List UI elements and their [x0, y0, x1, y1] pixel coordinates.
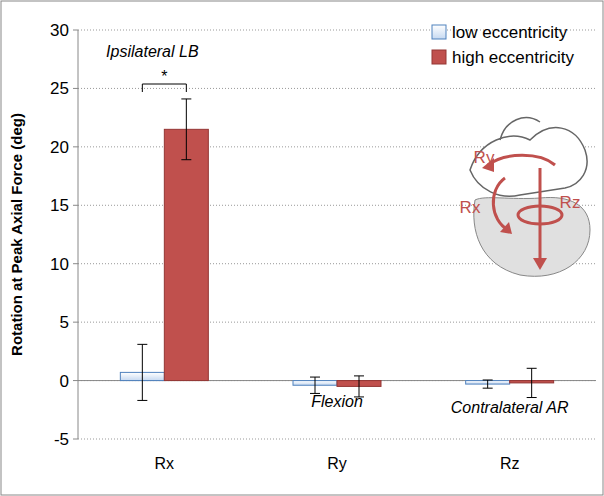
tick-label: 25	[50, 79, 69, 98]
diagram-label: Rz	[560, 193, 581, 212]
tick-label: 0	[60, 372, 69, 391]
legend-swatch	[432, 50, 446, 64]
tick-label: 5	[60, 313, 69, 332]
grid-line	[78, 322, 596, 323]
tick-label: 15	[50, 196, 69, 215]
annotation: Ipsilateral LB	[106, 43, 199, 60]
annotation: Flexion	[311, 393, 363, 410]
y-axis-title: Rotation at Peak Axial Force (deg)	[8, 113, 25, 356]
annotation: Contralateral AR	[451, 399, 569, 416]
significance-label: *	[161, 68, 167, 85]
significance-bracket	[142, 84, 186, 92]
tick	[73, 30, 78, 31]
grid-line	[78, 439, 596, 440]
chart: -5 0 5 10 15 20 25 30 Rotation at Peak Axial For…	[0, 0, 604, 496]
tick-label: 20	[50, 138, 69, 157]
error-bar	[527, 368, 537, 397]
category-label: Ry	[327, 455, 347, 472]
bar	[164, 129, 208, 380]
error-bar	[483, 380, 493, 388]
tick	[73, 205, 78, 206]
tick	[73, 263, 78, 264]
tick	[73, 380, 78, 381]
error-bar	[137, 344, 147, 400]
tick	[73, 146, 78, 147]
tick	[73, 322, 78, 323]
category-label: Rx	[155, 455, 175, 472]
tick	[73, 439, 78, 440]
spine-diagram	[470, 118, 590, 277]
category-label: Rz	[500, 455, 520, 472]
grid-line	[78, 88, 596, 89]
error-bar	[181, 99, 191, 160]
legend-label: high eccentricity	[452, 48, 574, 67]
tick-label: 30	[50, 21, 69, 40]
legend-label: low eccentricity	[452, 23, 568, 42]
tick-label: -5	[54, 430, 69, 449]
frame	[1, 1, 603, 495]
diagram-label: Ry	[474, 148, 495, 167]
legend-swatch	[432, 25, 446, 39]
tick	[73, 88, 78, 89]
y-axis	[78, 30, 79, 439]
diagram-label: Rx	[460, 198, 481, 217]
tick-label: 10	[50, 255, 69, 274]
error-bar	[310, 377, 320, 393]
